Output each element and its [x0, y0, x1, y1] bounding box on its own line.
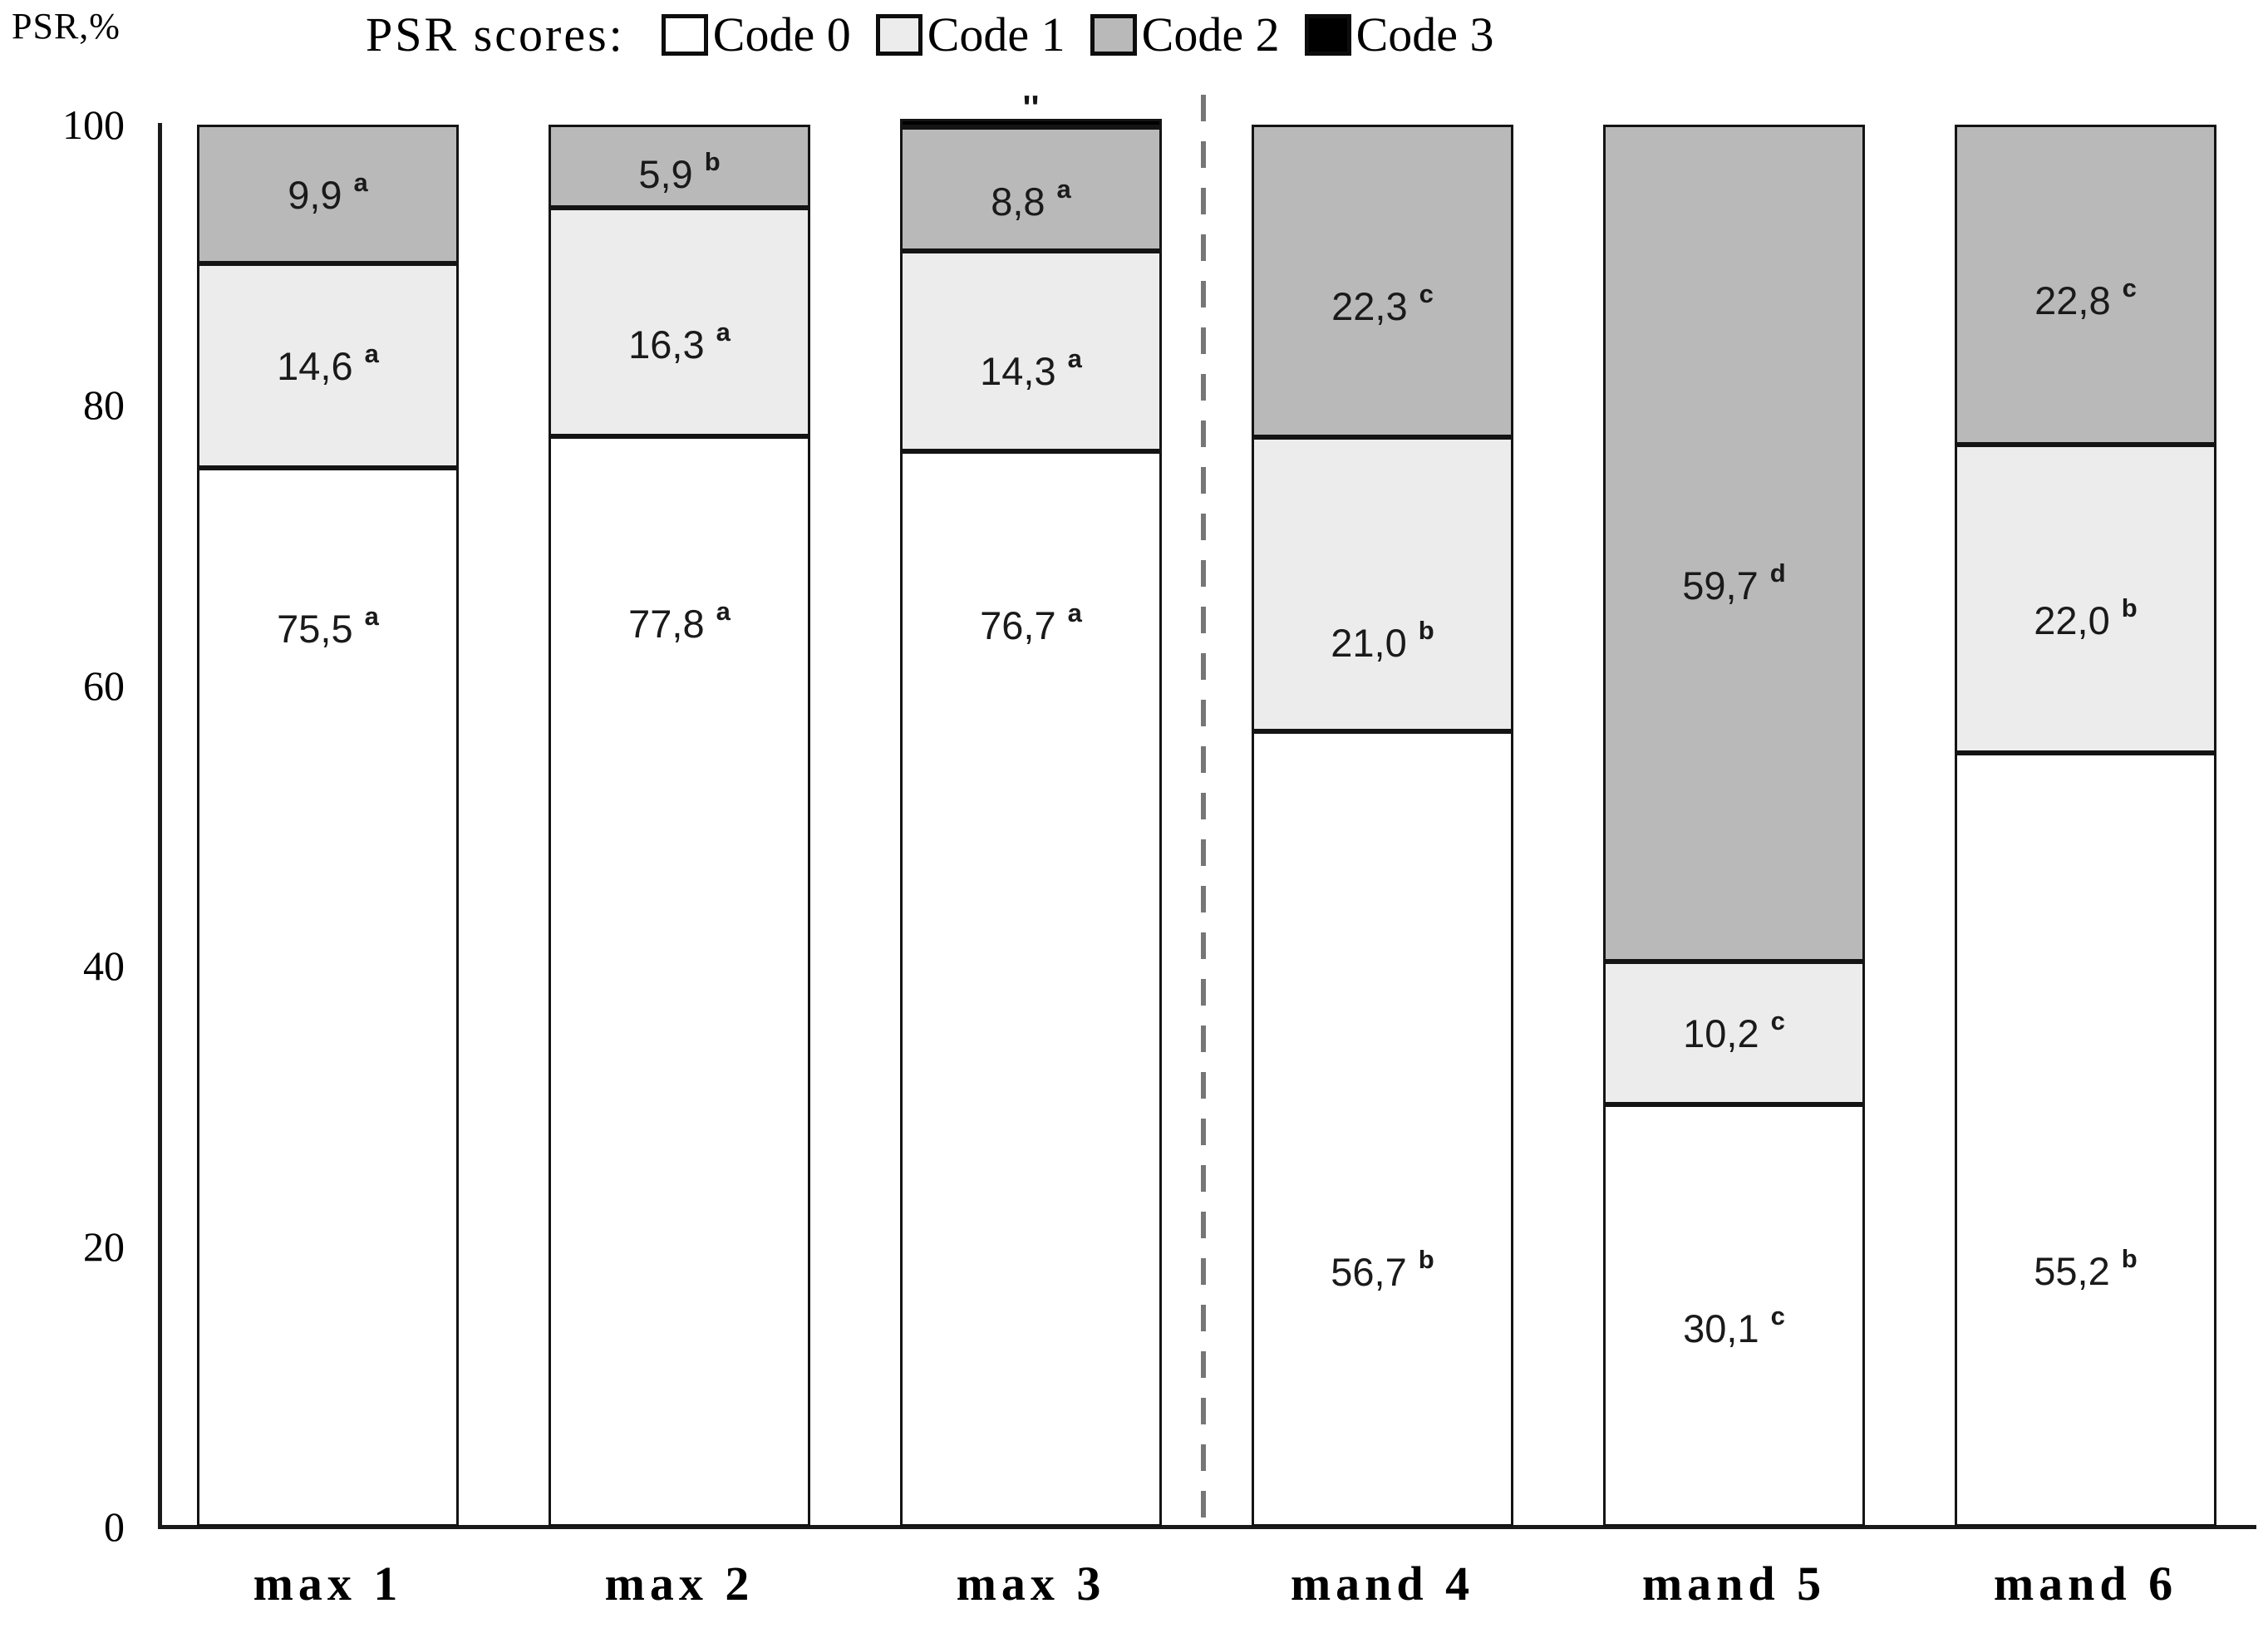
significance-letter: c — [1419, 278, 1434, 308]
significance-letter: b — [2121, 1243, 2138, 1273]
segment-value-label: 5,9 b — [638, 147, 721, 196]
legend-item-label: Code 2 — [1141, 7, 1280, 61]
segment-code-2: 22,3 c — [1252, 125, 1513, 438]
y-tick-0: 0 — [104, 1503, 125, 1550]
legend-item-code-1: Code 1 — [875, 7, 1065, 62]
legend-item-code-2: Code 2 — [1090, 7, 1280, 62]
y-tick-20: 20 — [83, 1222, 125, 1270]
x-label-max-2: max 2 — [604, 1557, 755, 1611]
significance-letter: b — [1418, 1245, 1434, 1274]
legend-item-code-0: Code 0 — [661, 7, 851, 62]
segment-value-label: 10,2 c — [1683, 1006, 1785, 1056]
x-axis-line — [158, 1525, 2256, 1529]
segment-value-label: 76,7 a — [980, 598, 1082, 647]
bar-top-annotation: '' — [1022, 88, 1040, 127]
bar-max-1: 9,9 a 14,6 a 75,5 a — [197, 125, 459, 1527]
significance-letter: a — [1056, 175, 1071, 204]
segment-code-0: 56,7 b — [1252, 731, 1513, 1527]
segment-value-label: 21,0 b — [1331, 616, 1434, 665]
legend-swatch — [875, 13, 922, 56]
segment-code-2: 8,8 a — [900, 127, 1162, 251]
segment-value-label: 16,3 a — [628, 317, 731, 366]
segment-code-1: 22,0 b — [1955, 444, 2216, 753]
bar-mand-6: 22,8 c 22,0 b 55,2 b — [1955, 125, 2216, 1527]
y-tick-60: 60 — [83, 662, 125, 709]
legend-title: PSR scores: — [366, 7, 625, 61]
x-label-mand-5: mand 5 — [1641, 1557, 1827, 1611]
segment-value-label: 30,1 c — [1683, 1301, 1785, 1350]
segment-code-2: 9,9 a — [197, 125, 459, 264]
segment-value-label: 75,5 a — [277, 602, 379, 652]
legend-item-label: Code 3 — [1355, 7, 1494, 61]
segment-value-label: 56,7 b — [1331, 1245, 1434, 1294]
significance-letter: b — [2121, 593, 2138, 622]
segment-value-label: 59,7 d — [1682, 558, 1786, 607]
significance-letter: d — [1769, 558, 1786, 588]
x-label-mand-4: mand 4 — [1290, 1557, 1475, 1611]
y-tick-100: 100 — [62, 101, 125, 148]
segment-value-label: 14,3 a — [980, 344, 1082, 393]
segment-value-label: 22,3 c — [1331, 278, 1434, 328]
segment-code-1: 21,0 b — [1252, 437, 1513, 732]
significance-letter: a — [353, 167, 368, 197]
segment-value-label: 22,0 b — [2034, 593, 2138, 642]
significance-letter: b — [704, 147, 721, 177]
y-tick-80: 80 — [83, 381, 125, 429]
significance-letter: b — [1418, 616, 1434, 646]
y-tick-40: 40 — [83, 942, 125, 990]
segment-value-label: 9,9 a — [288, 167, 368, 217]
bar-max-2: 5,9 b 16,3 a 77,8 a — [549, 125, 810, 1527]
segment-code-1: 14,3 a — [900, 250, 1162, 452]
significance-letter: a — [1067, 598, 1082, 628]
x-label-mand-6: mand 6 — [1993, 1557, 2178, 1611]
segment-code-0: 77,8 a — [549, 435, 810, 1527]
segment-code-0: 30,1 c — [1603, 1104, 1865, 1527]
significance-letter: a — [1067, 344, 1082, 374]
y-axis-line — [158, 123, 162, 1529]
bar-mand-5: 59,7 d 10,2 c 30,1 c — [1603, 125, 1865, 1527]
bar-mand-4: 22,3 c 21,0 b 56,7 b — [1252, 125, 1513, 1527]
chart-legend: PSR scores: Code 0 Code 1 Code 2 Code 3 — [366, 7, 1519, 62]
legend-item-label: Code 0 — [712, 7, 851, 61]
legend-item-code-3: Code 3 — [1304, 7, 1494, 62]
bar-max-3: 8,8 a 14,3 a 76,7 a — [900, 119, 1162, 1527]
significance-letter: a — [716, 596, 731, 626]
significance-letter: a — [364, 339, 379, 369]
segment-code-0: 75,5 a — [197, 468, 459, 1527]
significance-letter: c — [2122, 273, 2137, 303]
x-label-max-1: max 1 — [253, 1557, 403, 1611]
legend-item-label: Code 1 — [927, 7, 1065, 61]
segment-code-1: 10,2 c — [1603, 962, 1865, 1105]
legend-swatch — [1304, 13, 1351, 56]
segment-code-0: 76,7 a — [900, 451, 1162, 1527]
group-separator-dashed-line — [1201, 95, 1206, 1527]
significance-letter: c — [1770, 1006, 1785, 1036]
segment-code-2: 5,9 b — [549, 125, 810, 208]
legend-swatch — [661, 13, 708, 56]
segment-code-1: 14,6 a — [197, 263, 459, 469]
segment-value-label: 14,6 a — [277, 339, 379, 388]
significance-letter: c — [1770, 1301, 1785, 1331]
segment-code-2: 59,7 d — [1603, 125, 1865, 962]
segment-code-1: 16,3 a — [549, 207, 810, 436]
x-label-max-3: max 3 — [956, 1557, 1106, 1611]
y-axis-title: PSR,% — [12, 6, 121, 47]
segment-code-3 — [900, 119, 1162, 128]
significance-letter: a — [364, 602, 379, 632]
segment-value-label: 55,2 b — [2034, 1243, 2138, 1293]
significance-letter: a — [716, 317, 731, 347]
legend-items: Code 0 Code 1 Code 2 Code 3 — [661, 7, 1519, 62]
segment-code-0: 55,2 b — [1955, 752, 2216, 1527]
segment-code-2: 22,8 c — [1955, 125, 2216, 445]
segment-value-label: 8,8 a — [991, 175, 1071, 224]
segment-value-label: 77,8 a — [628, 596, 731, 646]
segment-value-label: 22,8 c — [2034, 273, 2137, 323]
legend-swatch — [1090, 13, 1137, 56]
